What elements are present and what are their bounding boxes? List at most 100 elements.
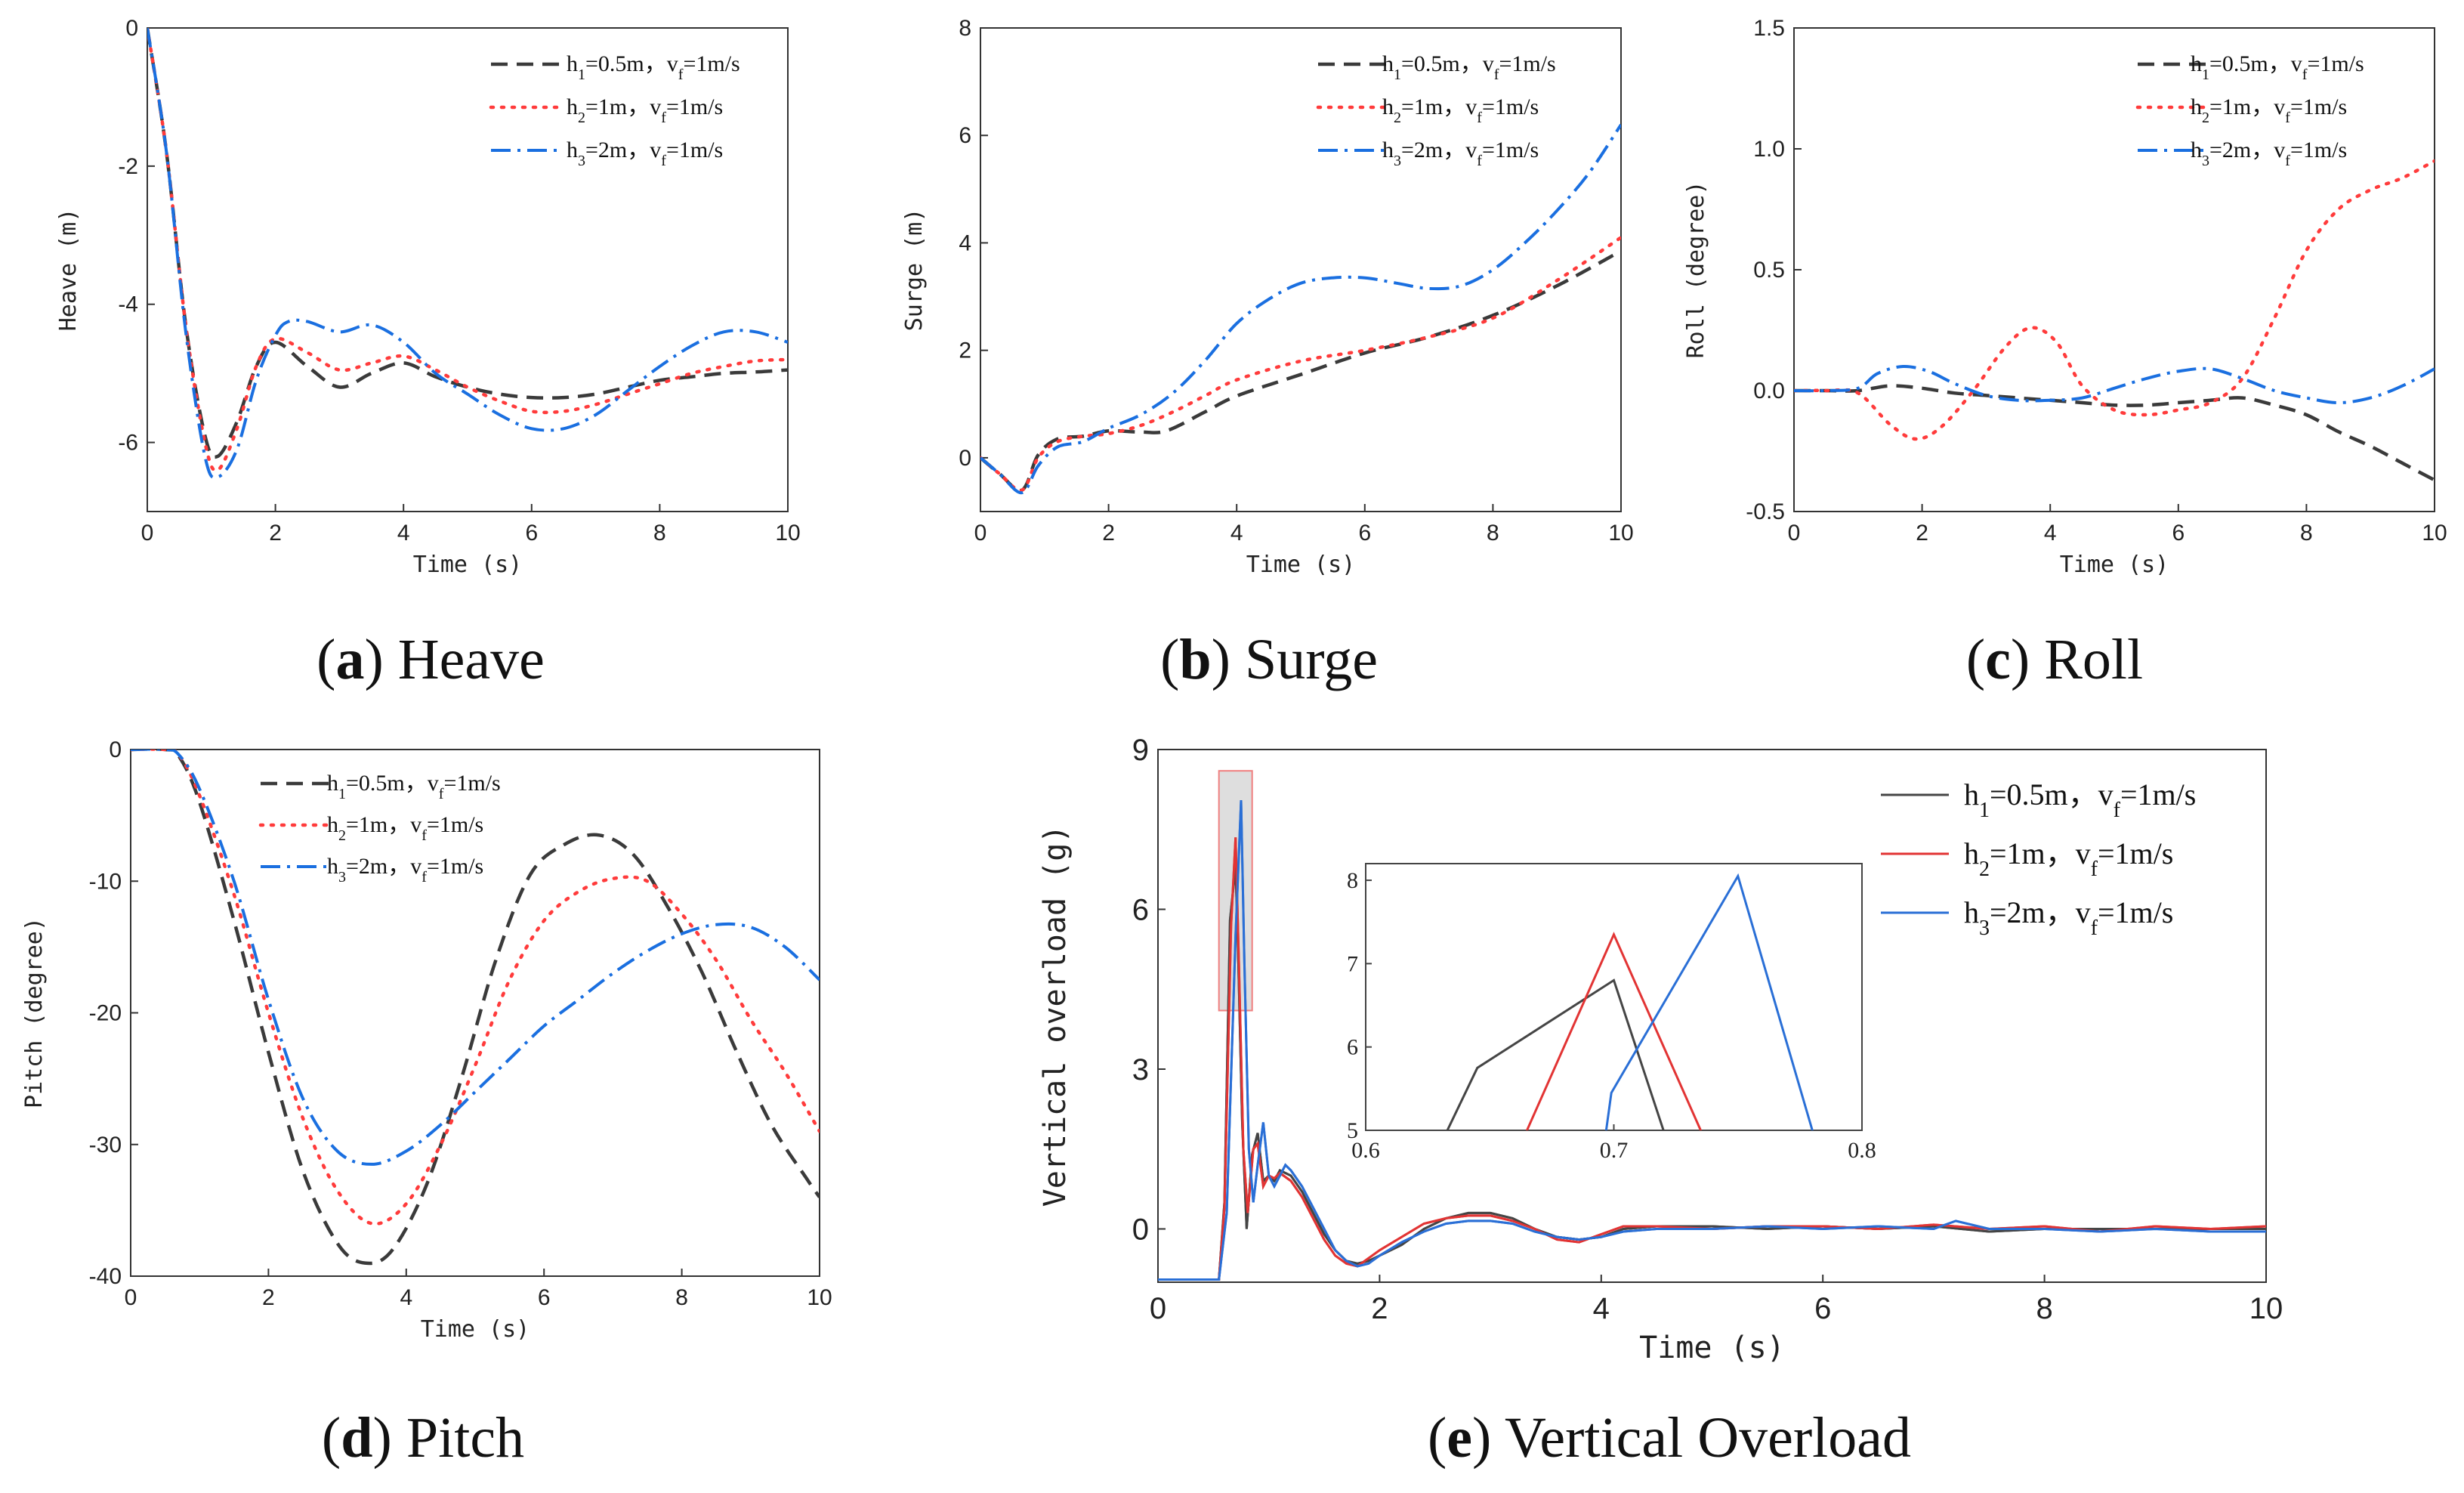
x-tick-label: 8 [2300, 521, 2313, 546]
legend-text-part: v [650, 94, 661, 119]
y-axis-title: Vertical overload (g) [1038, 825, 1073, 1207]
caption-pitch: (d) Pitch [321, 1406, 525, 1470]
legend-text-part: v [2274, 94, 2285, 119]
legend-text-part: =1m， [585, 94, 650, 119]
legend-text-part: 1 [1979, 799, 1990, 822]
x-tick-label: 0 [974, 521, 987, 546]
inset-x-tick-label: 0.6 [1351, 1138, 1380, 1163]
legend-label-h1: h1=0.5m，vf=1m/s [1964, 777, 2196, 822]
x-tick-label: 0 [1150, 1292, 1166, 1325]
inset-series-h1 [1446, 978, 1665, 1130]
x-tick-label: 2 [262, 1285, 275, 1310]
legend-text-part: =1m/s [2290, 94, 2347, 119]
legend-text-part: h [327, 854, 338, 879]
caption-roll: (c) Roll [1965, 628, 2144, 691]
x-tick-label: 6 [525, 521, 538, 546]
legend-text-part: h [1964, 777, 1979, 811]
legend-text-part: v [1465, 138, 1477, 162]
legend-text-part: =1m/s [443, 771, 500, 796]
legend-text-part: h [1382, 94, 1394, 119]
legend-text-part: h [2191, 138, 2202, 162]
legend-text-part: =1m/s [683, 51, 740, 76]
inset-series-h3 [1604, 873, 1814, 1130]
legend-text-part: f [2302, 66, 2308, 83]
legend-text-part: h [567, 51, 578, 76]
inset-x-tick-label: 0.8 [1848, 1138, 1876, 1163]
legend-text-part: =0.5m， [585, 51, 667, 76]
legend-text-part: 2 [2202, 110, 2209, 126]
y-tick-label: 0 [1132, 1213, 1149, 1247]
legend-label-h3: h3=2m，vf=1m/s [327, 854, 483, 886]
legend-text-part: f [2285, 110, 2290, 126]
x-tick-label: 6 [2172, 521, 2185, 546]
legend-text-part: f [2114, 799, 2121, 822]
legend-text-part: h [1382, 51, 1394, 76]
legend-text-part: f [2091, 917, 2098, 940]
legend-text-part: =1m/s [427, 812, 483, 837]
y-tick-label: 8 [959, 16, 971, 41]
legend-text-part: h [2191, 51, 2202, 76]
legend-text-part: 2 [578, 110, 585, 126]
legend-text-part: v [667, 51, 678, 76]
legend-label-h3: h3=2m，vf=1m/s [567, 138, 723, 169]
caption-vertical-overload: (e) Vertical Overload [1427, 1406, 1912, 1470]
legend-text-part: =0.5m， [2209, 51, 2291, 76]
legend-text-part: h [1964, 895, 1979, 929]
legend-text-part: =1m/s [666, 138, 723, 162]
legend-text-part: f [1477, 110, 1482, 126]
x-tick-label: 4 [1593, 1292, 1610, 1325]
legend-text-part: f [2091, 858, 2098, 881]
plot-frame [1157, 749, 2267, 1283]
plot-frame [980, 27, 1622, 512]
legend-text-part: =0.5m， [346, 771, 428, 796]
y-axis-title: Pitch (degree) [21, 917, 48, 1108]
legend-text-part: =1m/s [1482, 94, 1539, 119]
series-line-h3 [131, 750, 820, 1166]
legend-text-part: =1m/s [1482, 138, 1539, 162]
legend-text-part: =0.5m， [1990, 777, 2098, 811]
x-axis-title: Time (s) [1246, 552, 1356, 578]
y-tick-label: 6 [959, 123, 971, 148]
caption-heave: (a) Heave [316, 628, 545, 691]
legend-text-part: v [2274, 138, 2285, 162]
x-axis-title: Time (s) [413, 552, 523, 578]
legend-label-h2: h2=1m，vf=1m/s [567, 94, 723, 126]
legend-text-part: =2m， [1401, 138, 1465, 162]
y-tick-label: -20 [89, 1001, 122, 1026]
legend-text-part: f [2285, 153, 2290, 169]
y-tick-label: -10 [89, 869, 122, 894]
legend-text-part: h [327, 771, 338, 796]
y-axis-title: Heave (m) [55, 209, 82, 332]
x-tick-label: 10 [2249, 1292, 2283, 1325]
legend-text-part: =1m/s [1499, 51, 1555, 76]
legend-text-part: 3 [578, 153, 585, 169]
legend-text-part: v [1465, 94, 1477, 119]
legend-label-h2: h2=1m，vf=1m/s [2191, 94, 2347, 126]
roll-plot: 0 2 4 6 8 10 -0.5 0.0 0.5 1.0 1.5 Time (s) Roll (deg… [1683, 16, 2447, 578]
x-axis-title: Time (s) [421, 1316, 530, 1343]
legend-text-part: =0.5m， [1401, 51, 1483, 76]
legend-text-part: 3 [1979, 917, 1990, 940]
legend-text-part: =1m/s [427, 854, 483, 879]
legend-text-part: f [439, 786, 444, 802]
series-line-h3 [147, 28, 788, 480]
inset-frame [1365, 863, 1863, 1131]
legend-text-part: 2 [338, 827, 346, 844]
legend-label-h3: h3=2m，vf=1m/s [1964, 895, 2173, 940]
legend-text-part: =1m， [2209, 94, 2274, 119]
y-tick-label: 4 [959, 230, 971, 255]
x-tick-label: 8 [1487, 521, 1499, 546]
y-tick-label: -6 [118, 431, 138, 456]
legend-label-h1: h1=0.5m，vf=1m/s [1382, 51, 1556, 83]
legend-text-part: h [2191, 94, 2202, 119]
y-tick-label: 1.0 [1753, 137, 1785, 162]
legend-text-part: v [2291, 51, 2302, 76]
legend-text-part: =1m/s [2098, 836, 2173, 870]
y-tick-label: 0.0 [1753, 379, 1785, 403]
y-tick-label: 3 [1132, 1053, 1149, 1087]
x-tick-label: 6 [1814, 1292, 1831, 1325]
chart-surge: 0 2 4 6 8 10 0 2 4 6 8 Time (s) Surge (m) h1=0.5m，vf=… [838, 0, 1654, 620]
legend-text-part: 3 [1394, 153, 1401, 169]
legend-text-part: 3 [338, 869, 346, 886]
